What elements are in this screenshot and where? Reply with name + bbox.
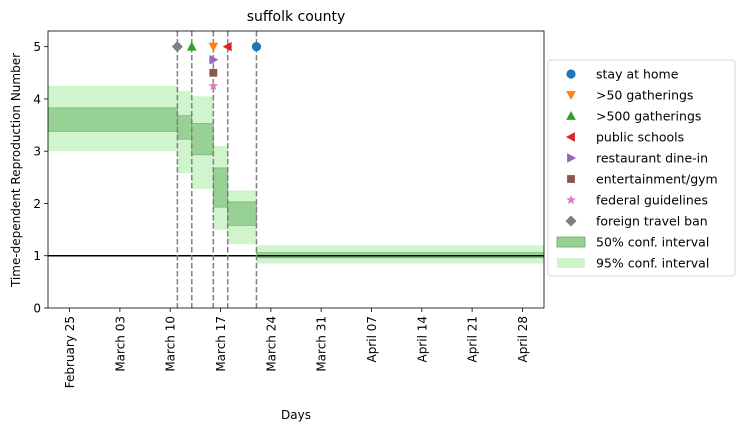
x-tick-label: April 07 [365,316,379,363]
legend-item: >50 gatherings [566,88,693,103]
x-tick-label: February 25 [63,316,77,388]
legend-label: stay at home [596,67,679,82]
legend-marker [566,69,576,79]
legend: stay at home >50 gatherings >500 gathering… [547,59,736,277]
chart-title: suffolk county [247,9,346,25]
y-tick-label: 1 [33,249,41,263]
ci50-band [48,107,178,132]
legend-marker [565,215,577,227]
ci50-band [213,167,229,208]
legend-item: foreign travel ban [565,214,708,229]
legend-label: 95% conf. interval [596,256,709,271]
legend-item: 95% conf. interval [557,256,709,271]
legend-marker [565,132,575,142]
legend-item: 50% conf. interval [556,235,709,250]
intervention-marker [222,41,232,52]
intervention-marker [208,80,219,91]
legend-item: >500 gatherings [566,109,701,124]
y-tick-label: 0 [33,302,41,316]
x-axis-label: Days [281,408,311,422]
intervention-marker [209,54,219,65]
legend-box [547,59,736,277]
legend-swatch [556,236,586,248]
legend-label: 50% conf. interval [596,235,709,250]
legend-item: restaurant dine-in [567,151,708,166]
y-tick-label: 4 [33,92,41,106]
legend-marker [566,110,576,120]
x-tick-label: April 14 [415,316,429,363]
legend-label: public schools [596,130,684,145]
intervention-marker [171,41,183,53]
legend-label: entertainment/gym [596,172,718,187]
legend-swatch [557,258,585,268]
y-tick-label: 3 [33,145,41,159]
y-axis: 0 1 2 3 4 5 [33,40,48,316]
x-tick-label: April 21 [466,316,480,363]
ci50-band [191,123,214,156]
legend-label: >50 gatherings [596,88,693,103]
plot-layer [48,31,544,308]
x-tick-label: March 10 [164,316,178,372]
legend-item: stay at home [566,67,679,82]
legend-label: restaurant dine-in [596,151,708,166]
legend-label: >500 gatherings [596,109,701,124]
x-tick-label: April 28 [516,316,530,363]
y-axis-label: Time-dependent Reproduction Number [9,53,23,288]
plot-frame [47,30,545,309]
x-tick-label: March 17 [214,316,228,372]
ci50-band [177,115,193,140]
intervention-marker [251,42,262,52]
x-tick-label: March 03 [113,316,127,372]
x-axis: February 25 March 03 March 10 March 17 March… [63,308,530,388]
legend-marker [567,175,575,183]
legend-marker [567,153,577,163]
x-tick-label: March 31 [315,316,329,372]
x-tick-label: March 24 [264,316,278,372]
intervention-marker [186,41,197,51]
y-tick-label: 5 [33,40,41,54]
intervention-marker [209,68,218,77]
legend-marker [566,91,576,101]
legend-marker [565,194,577,205]
legend-item: federal guidelines [565,193,708,208]
y-tick-label: 2 [33,197,41,211]
plot-area [48,31,544,308]
legend-label: federal guidelines [596,193,708,208]
legend-label: foreign travel ban [596,214,708,229]
intervention-marker [208,42,219,52]
ci50-band [227,201,257,226]
legend-item: public schools [565,130,684,145]
legend-item: entertainment/gym [567,172,718,187]
